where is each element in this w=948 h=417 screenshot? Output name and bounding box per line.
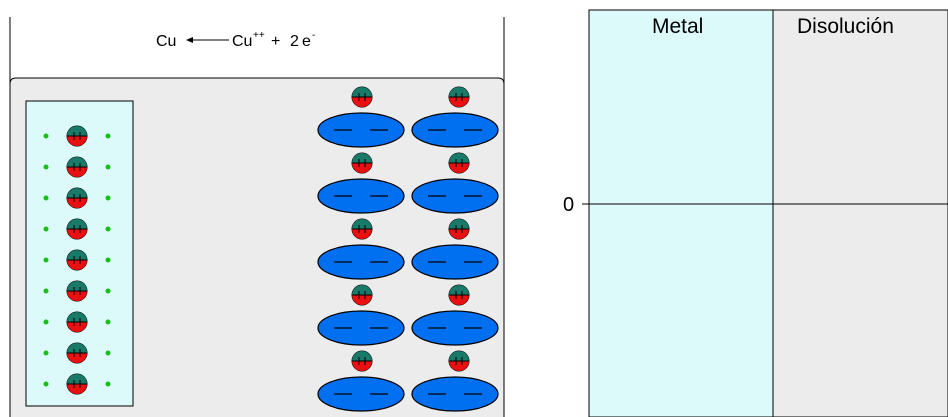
plus-sign: + [271, 33, 280, 50]
free-electron-dot [105, 226, 111, 232]
electron-cloud [317, 178, 405, 214]
free-electron-dot [43, 288, 49, 294]
electron-charge: - [312, 30, 315, 41]
free-electron-dot [43, 226, 49, 232]
free-electron-dot [43, 257, 49, 263]
electron-cloud [317, 376, 405, 412]
electron-cloud [411, 244, 499, 280]
ion-charge: ++ [253, 30, 265, 41]
electron-cloud [317, 244, 405, 280]
free-electron-dot [43, 350, 49, 356]
metal-column [588, 9, 774, 417]
free-electron-dot [105, 133, 111, 139]
electron-cloud [317, 112, 405, 148]
free-electron-dot [105, 350, 111, 356]
free-electron-dot [43, 195, 49, 201]
solution-column-header: Disolución [797, 15, 894, 38]
product-cu-ion: Cu [232, 33, 252, 50]
electron-cloud [411, 112, 499, 148]
metal-column-header: Metal [652, 15, 703, 38]
electron-cloud [317, 310, 405, 346]
free-electron-dot [105, 257, 111, 263]
electron-symbol: e [302, 33, 311, 50]
free-electron-dot [105, 319, 111, 325]
free-electron-dot [43, 319, 49, 325]
electron-cloud [411, 376, 499, 412]
solution-column [772, 9, 948, 417]
free-electron-dot [105, 381, 111, 387]
free-electron-dot [105, 195, 111, 201]
electron-cloud [411, 310, 499, 346]
zero-axis-label: 0 [563, 194, 574, 216]
free-electron-dot [105, 288, 111, 294]
reverse-arrow-icon [186, 37, 229, 43]
electron-coefficient: 2 [290, 33, 299, 50]
free-electron-dot [105, 164, 111, 170]
free-electron-dot [43, 164, 49, 170]
reactant-cu: Cu [156, 33, 176, 50]
free-electron-dot [43, 133, 49, 139]
free-electron-dot [43, 381, 49, 387]
electron-cloud [411, 178, 499, 214]
reaction-equation: Cu Cu ++ + 2 e - [156, 30, 315, 50]
